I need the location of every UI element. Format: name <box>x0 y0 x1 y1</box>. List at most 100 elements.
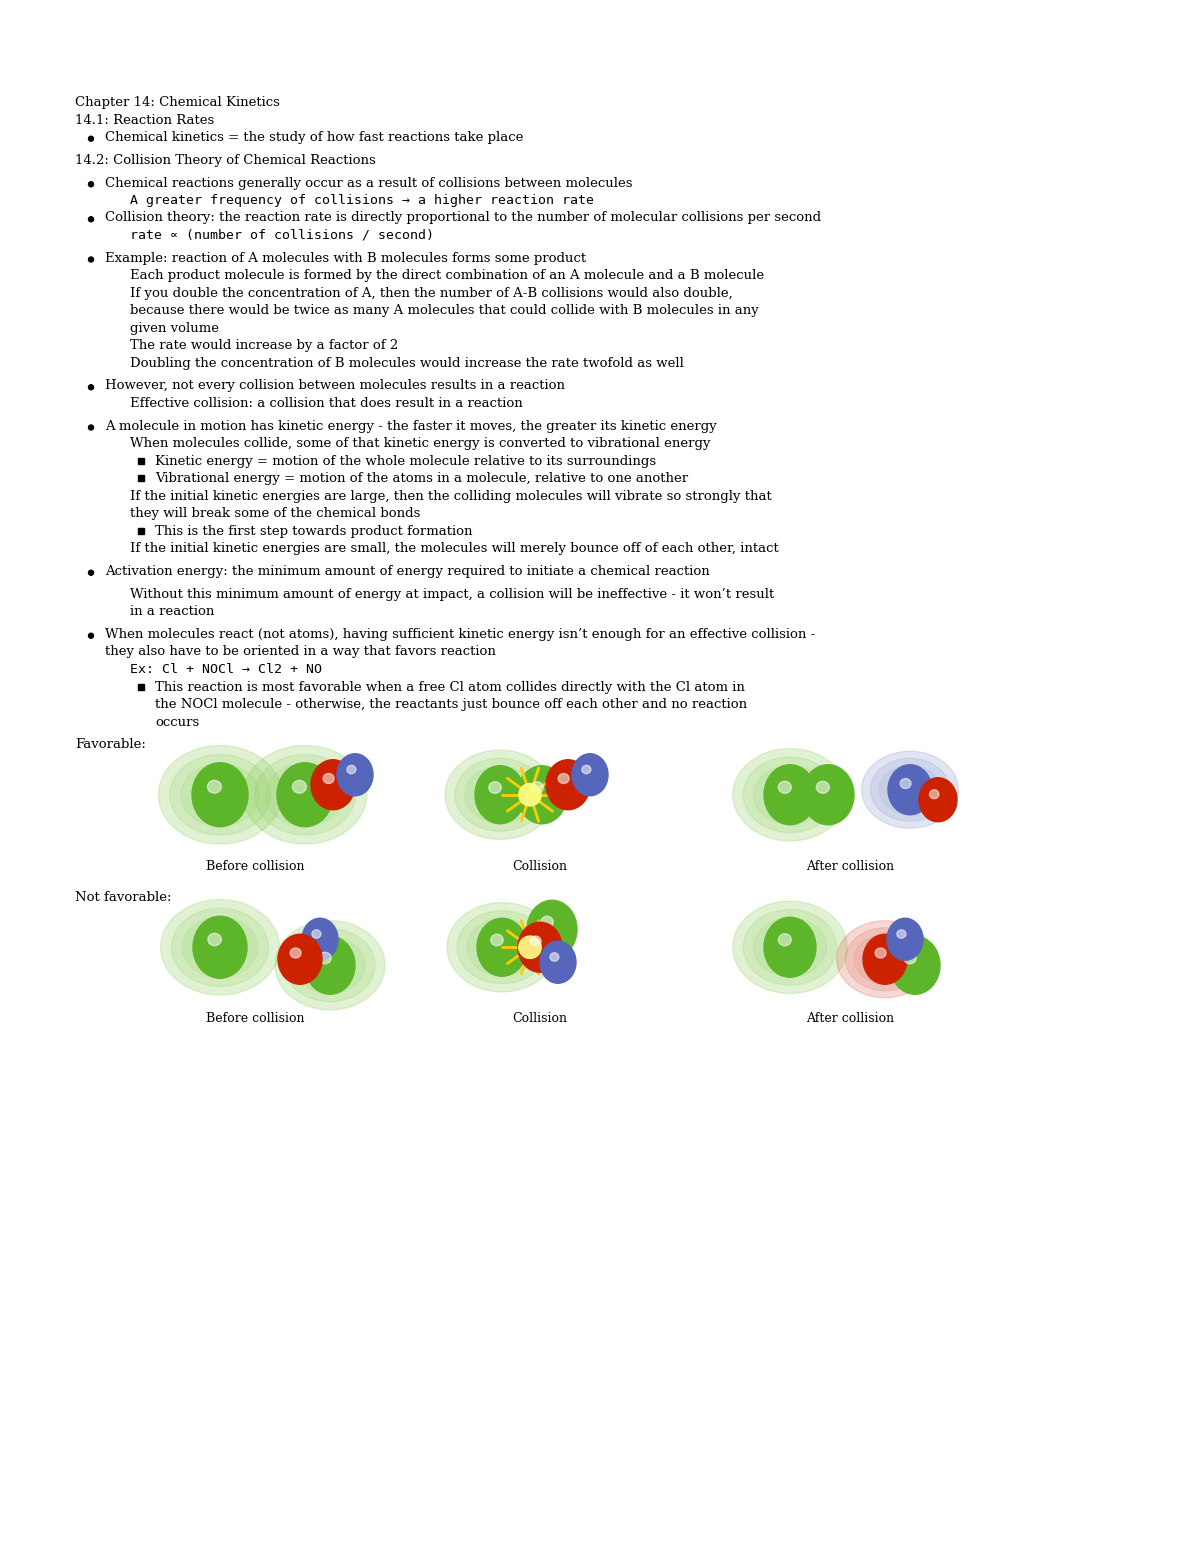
Ellipse shape <box>181 764 259 826</box>
Text: The rate would increase by a factor of 2: The rate would increase by a factor of 2 <box>130 339 398 353</box>
Bar <box>138 683 144 690</box>
Text: After collision: After collision <box>806 860 894 873</box>
Text: Before collision: Before collision <box>205 860 305 873</box>
Ellipse shape <box>192 763 248 826</box>
Text: occurs: occurs <box>155 716 199 728</box>
Text: 14.1: Reaction Rates: 14.1: Reaction Rates <box>74 113 215 126</box>
Ellipse shape <box>467 919 538 975</box>
Text: Before collision: Before collision <box>205 1013 305 1025</box>
Ellipse shape <box>733 901 847 994</box>
Text: A greater frequency of collisions → a higher reaction rate: A greater frequency of collisions → a hi… <box>130 194 594 207</box>
Ellipse shape <box>779 781 791 794</box>
Ellipse shape <box>518 922 562 972</box>
Text: Not favorable:: Not favorable: <box>74 891 172 904</box>
Ellipse shape <box>161 899 280 995</box>
Ellipse shape <box>466 766 535 823</box>
Bar <box>138 458 144 464</box>
Ellipse shape <box>89 182 94 186</box>
Ellipse shape <box>904 952 917 964</box>
Ellipse shape <box>311 759 355 809</box>
Text: the NOCl molecule - otherwise, the reactants just bounce off each other and no r: the NOCl molecule - otherwise, the react… <box>155 697 748 711</box>
Ellipse shape <box>900 778 911 789</box>
Ellipse shape <box>764 764 816 825</box>
Ellipse shape <box>743 910 836 985</box>
Text: A molecule in motion has kinetic energy - the faster it moves, the greater its k: A molecule in motion has kinetic energy … <box>106 419 716 433</box>
Text: Doubling the concentration of B molecules would increase the rate twofold as wel: Doubling the concentration of B molecule… <box>130 357 684 370</box>
Ellipse shape <box>89 256 94 262</box>
Text: This reaction is most favorable when a free Cl atom collides directly with the C: This reaction is most favorable when a f… <box>155 680 745 694</box>
Text: because there would be twice as many A molecules that could collide with B molec: because there would be twice as many A m… <box>130 304 758 317</box>
Ellipse shape <box>265 764 344 826</box>
Ellipse shape <box>323 773 334 784</box>
Ellipse shape <box>277 763 334 826</box>
Text: they also have to be oriented in a way that favors reaction: they also have to be oriented in a way t… <box>106 646 496 658</box>
Text: in a reaction: in a reaction <box>130 606 215 618</box>
Ellipse shape <box>158 745 282 843</box>
Ellipse shape <box>89 426 94 430</box>
Ellipse shape <box>244 745 367 843</box>
Text: Effective collision: a collision that does result in a reaction: Effective collision: a collision that do… <box>130 398 523 410</box>
Ellipse shape <box>208 933 221 946</box>
Text: rate ∝ (number of collisions / second): rate ∝ (number of collisions / second) <box>130 228 434 242</box>
Ellipse shape <box>445 750 554 840</box>
Ellipse shape <box>558 773 569 784</box>
Bar <box>138 528 144 534</box>
Ellipse shape <box>546 759 590 809</box>
Ellipse shape <box>455 758 545 831</box>
Text: Kinetic energy = motion of the whole molecule relative to its surroundings: Kinetic energy = motion of the whole mol… <box>155 455 656 467</box>
Ellipse shape <box>293 780 306 794</box>
Ellipse shape <box>208 780 222 794</box>
Ellipse shape <box>254 755 355 836</box>
Ellipse shape <box>457 910 547 983</box>
Ellipse shape <box>875 947 886 958</box>
Text: Favorable:: Favorable: <box>74 738 146 752</box>
Ellipse shape <box>89 570 94 575</box>
Ellipse shape <box>919 778 958 822</box>
Ellipse shape <box>530 936 541 946</box>
Ellipse shape <box>550 954 559 961</box>
Ellipse shape <box>527 901 577 958</box>
Text: Collision: Collision <box>512 1013 568 1025</box>
Ellipse shape <box>862 752 959 828</box>
Text: This is the first step towards product formation: This is the first step towards product f… <box>155 525 473 537</box>
Text: If you double the concentration of A, then the number of A-B collisions would al: If you double the concentration of A, th… <box>130 287 733 300</box>
Ellipse shape <box>475 766 526 823</box>
Text: Ex: Cl + NOCl → Cl2 + NO: Ex: Cl + NOCl → Cl2 + NO <box>130 663 322 676</box>
Ellipse shape <box>802 764 854 825</box>
Ellipse shape <box>779 933 791 946</box>
Text: Without this minimum amount of energy at impact, a collision will be ineffective: Without this minimum amount of energy at… <box>130 587 774 601</box>
Ellipse shape <box>89 137 94 141</box>
Ellipse shape <box>836 921 934 997</box>
Ellipse shape <box>305 936 355 994</box>
Text: Chemical kinetics = the study of how fast reactions take place: Chemical kinetics = the study of how fas… <box>106 130 523 144</box>
Ellipse shape <box>295 936 365 994</box>
Text: Collision theory: the reaction rate is directly proportional to the number of mo: Collision theory: the reaction rate is d… <box>106 211 821 225</box>
Text: When molecules collide, some of that kinetic energy is converted to vibrational : When molecules collide, some of that kin… <box>130 438 710 450</box>
Ellipse shape <box>319 952 331 964</box>
Ellipse shape <box>89 634 94 638</box>
Text: If the initial kinetic energies are small, the molecules will merely bounce off : If the initial kinetic energies are smal… <box>130 542 779 556</box>
Ellipse shape <box>89 385 94 390</box>
Ellipse shape <box>930 790 938 798</box>
Ellipse shape <box>517 766 568 823</box>
Ellipse shape <box>488 781 502 794</box>
Text: If the initial kinetic energies are large, then the colliding molecules will vib: If the initial kinetic energies are larg… <box>130 489 772 503</box>
Ellipse shape <box>764 918 816 977</box>
Ellipse shape <box>518 936 541 958</box>
Ellipse shape <box>312 930 320 938</box>
Ellipse shape <box>182 916 258 978</box>
Ellipse shape <box>478 918 527 977</box>
Ellipse shape <box>89 217 94 222</box>
Ellipse shape <box>845 927 925 991</box>
Text: 14.2: Collision Theory of Chemical Reactions: 14.2: Collision Theory of Chemical React… <box>74 154 376 166</box>
Ellipse shape <box>286 929 374 1002</box>
Ellipse shape <box>754 918 827 977</box>
Text: given volume: given volume <box>130 321 220 335</box>
Ellipse shape <box>530 781 544 794</box>
Text: they will break some of the chemical bonds: they will break some of the chemical bon… <box>130 508 420 520</box>
Ellipse shape <box>880 766 941 814</box>
Ellipse shape <box>888 764 932 815</box>
Text: However, not every collision between molecules results in a reaction: However, not every collision between mol… <box>106 379 565 393</box>
Ellipse shape <box>540 941 576 983</box>
Ellipse shape <box>278 935 322 985</box>
